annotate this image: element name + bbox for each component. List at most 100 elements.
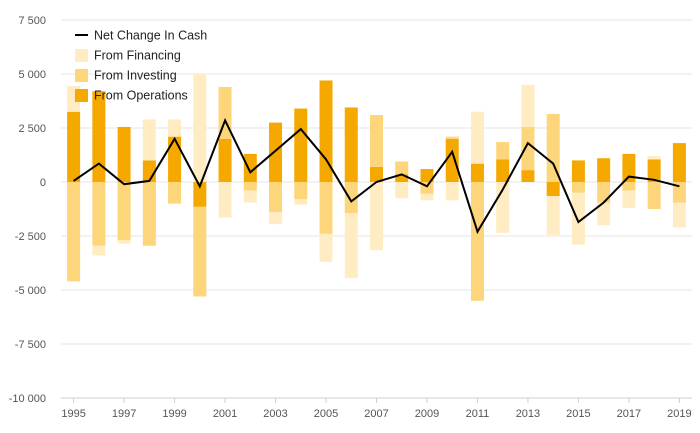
bar-from-investing: [420, 182, 434, 194]
bar-from-operations: [294, 108, 308, 182]
bar-from-financing: [218, 182, 232, 218]
bar-from-operations: [395, 174, 409, 182]
bar-from-financing: [370, 182, 383, 251]
bar-from-operations: [470, 163, 484, 182]
legend-label: From Operations: [94, 89, 188, 103]
bar-from-operations: [218, 138, 232, 182]
bar-from-investing: [344, 182, 358, 214]
y-tick-label: -7 500: [15, 339, 46, 351]
bar-from-financing: [546, 196, 560, 235]
bar-from-financing: [420, 193, 434, 201]
bar-from-financing: [193, 74, 207, 182]
bar-from-investing: [395, 161, 409, 175]
bar-from-investing: [92, 182, 106, 246]
bar-from-financing: [521, 84, 535, 127]
x-tick-label: 2013: [516, 408, 540, 420]
bar-from-financing: [319, 233, 333, 262]
bar-from-investing: [546, 113, 560, 182]
bar-from-operations: [344, 107, 358, 182]
x-tick-label: 2007: [364, 408, 388, 420]
bar-from-operations: [647, 159, 661, 182]
bar-from-financing: [470, 111, 484, 164]
bar-from-operations: [142, 160, 156, 182]
bar-from-financing: [243, 190, 257, 203]
legend-swatch: [75, 89, 88, 102]
y-tick-label: 2 500: [18, 123, 46, 135]
legend-label: Net Change In Cash: [94, 29, 207, 43]
y-tick-label: 0: [40, 177, 46, 189]
legend-label: From Financing: [94, 49, 181, 63]
bar-from-financing: [622, 190, 636, 208]
bar-marks: [67, 74, 686, 301]
y-tick-label: -5 000: [15, 285, 46, 297]
x-tick-label: 2019: [667, 408, 691, 420]
bar-from-operations: [117, 126, 131, 182]
bar-from-investing: [370, 115, 383, 167]
bar-from-financing: [117, 240, 131, 244]
bar-from-financing: [168, 119, 182, 137]
x-tick-label: 2001: [213, 408, 237, 420]
bar-from-operations: [168, 136, 182, 182]
bar-from-investing: [571, 182, 585, 193]
bar-from-investing: [193, 206, 207, 297]
legend-label: From Investing: [94, 69, 177, 83]
bar-from-financing: [142, 119, 156, 161]
legend-swatch: [75, 69, 88, 82]
bar-from-operations: [546, 182, 560, 197]
bar-from-investing: [319, 182, 333, 234]
bar-from-investing: [243, 182, 257, 191]
y-axis: 7 500 5 000 2 500 0 -2 500 -5 000 -7 500 -10 00…: [9, 15, 46, 405]
bar-from-investing: [470, 182, 484, 301]
bar-from-operations: [243, 153, 257, 182]
bar-from-financing: [597, 202, 611, 226]
bar-from-operations: [496, 159, 510, 182]
x-axis: 1995 1997 1999 2001 2003 2005 2007 2009 2011 2013…: [61, 397, 692, 420]
bar-from-financing: [445, 182, 459, 201]
x-tick-label: 1997: [112, 408, 136, 420]
x-tick-label: 2017: [617, 408, 641, 420]
bar-from-operations: [597, 158, 611, 182]
bar-from-investing: [672, 182, 686, 203]
x-tick-label: 2009: [415, 408, 439, 420]
x-tick-label: 1995: [61, 408, 85, 420]
legend: Net Change In Cash From Financing From Inv…: [75, 29, 207, 103]
bar-from-investing: [622, 182, 636, 191]
x-tick-label: 1999: [162, 408, 186, 420]
y-tick-label: -10 000: [9, 393, 46, 405]
bar-from-operations: [370, 166, 383, 182]
net-change-line: [73, 117, 680, 235]
bar-from-investing: [445, 136, 459, 139]
bar-from-investing: [294, 182, 308, 200]
bar-from-operations: [67, 111, 81, 182]
legend-swatch: [75, 49, 88, 62]
bar-from-investing: [647, 182, 661, 209]
x-tick-label: 2005: [314, 408, 338, 420]
x-tick-label: 2003: [263, 408, 287, 420]
y-tick-label: -2 500: [15, 231, 46, 243]
bar-from-financing: [647, 156, 661, 160]
bar-from-investing: [142, 182, 156, 246]
bar-from-financing: [294, 199, 308, 205]
bar-from-investing: [496, 142, 510, 160]
bar-from-financing: [92, 245, 106, 256]
bar-from-operations: [92, 91, 106, 182]
x-tick-label: 2011: [466, 408, 490, 420]
y-tick-label: 5 000: [18, 69, 46, 81]
x-tick-label: 2015: [566, 408, 590, 420]
bar-from-operations: [445, 138, 459, 182]
bar-from-investing: [117, 182, 131, 241]
bar-from-investing: [521, 126, 535, 171]
y-tick-label: 7 500: [18, 15, 46, 27]
bar-from-financing: [672, 202, 686, 228]
bar-from-investing: [168, 182, 182, 204]
bar-from-operations: [622, 153, 636, 182]
bar-from-investing: [597, 182, 611, 203]
bar-from-operations: [269, 122, 283, 182]
bar-from-operations: [521, 170, 535, 182]
bar-from-investing: [67, 182, 81, 282]
bar-from-investing: [269, 182, 283, 213]
bar-from-operations: [193, 182, 207, 207]
bar-from-operations: [571, 160, 585, 182]
bar-from-financing: [395, 182, 409, 199]
